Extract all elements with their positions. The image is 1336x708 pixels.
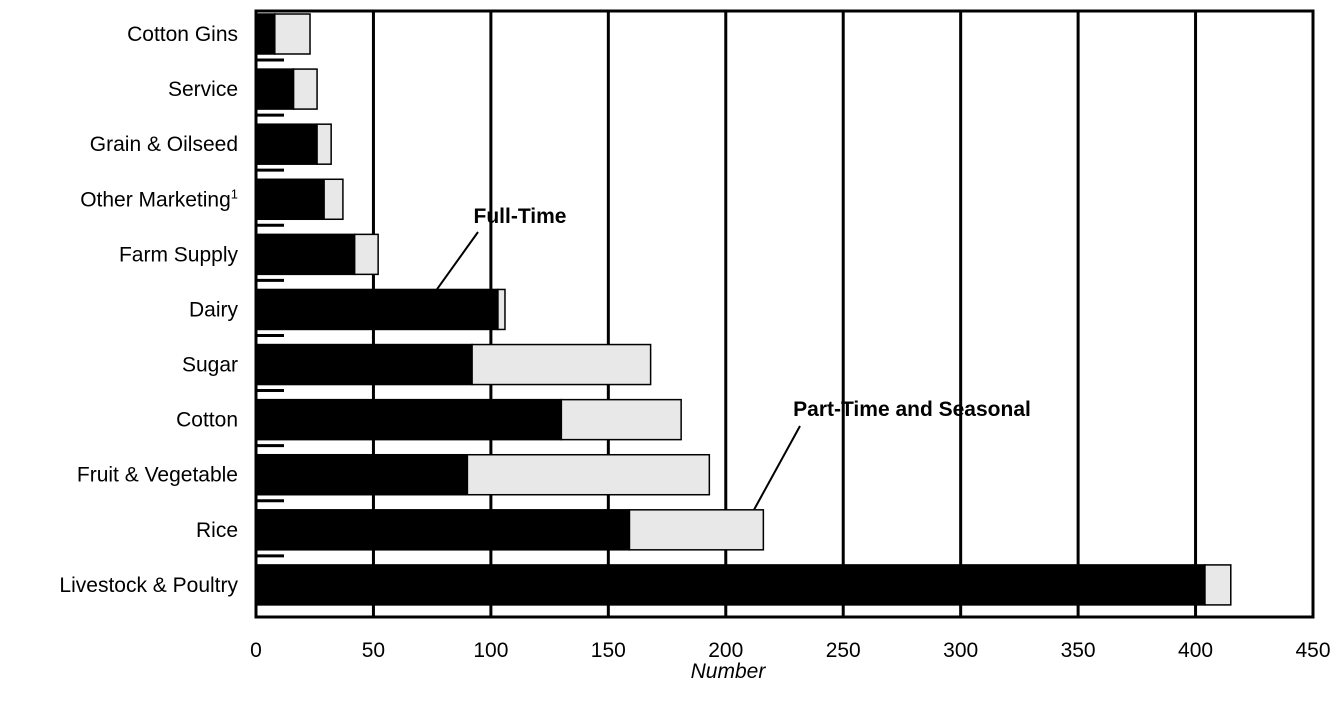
category-label-10: Livestock & Poultry [59,574,238,597]
category-label-text: Cotton Gins [127,23,238,46]
bar-dark-5 [255,288,499,331]
category-label-8: Fruit & Vegetable [77,464,238,487]
x-tick-labels: 0 50 100 150 200 250 300 350 400 450 [250,639,1330,662]
bar-dark-4 [255,233,356,276]
x-tick-label-150: 150 [591,639,626,662]
category-label-text: Sugar [182,354,238,377]
bars [255,13,1232,606]
annotations: Full-Time Part-Time and Seasonal [436,205,1031,511]
bar-dark-0 [255,13,276,55]
plot-frame [254,9,1315,619]
category-label-text: Farm Supply [119,243,239,266]
bar-light-7 [560,398,682,441]
bar-light-5 [497,288,506,331]
bar-light-10 [1204,564,1232,606]
x-tick-label-300: 300 [943,639,978,662]
annotation-leader-1 [753,425,801,511]
annotation-0: Full-Time [474,205,567,228]
category-label-text: Rice [196,519,238,542]
category-label-4: Farm Supply [119,243,239,266]
bar-light-6 [471,343,652,386]
category-label-text: Other Marketing [80,188,231,211]
x-tick-label-350: 350 [1061,639,1096,662]
annotation-leader-0 [436,231,479,291]
grid-lines [371,11,1198,617]
x-tick-label-400: 400 [1178,639,1213,662]
bar-light-2 [316,123,332,165]
bar-light-9 [628,509,765,551]
category-label-0: Cotton Gins [127,23,238,46]
x-tick-label-50: 50 [362,639,385,662]
x-tick-label-450: 450 [1295,639,1330,662]
bar-dark-10 [255,564,1206,606]
category-label-1: Service [168,78,238,101]
bar-light-1 [292,68,318,110]
bar-dark-2 [255,123,318,165]
x-tick-label-100: 100 [473,639,508,662]
category-label-text: Livestock & Poultry [59,574,238,597]
category-label-7: Cotton [176,409,238,432]
category-footnote-marker: 1 [231,186,238,201]
category-label-text: Dairy [189,298,239,321]
category-labels: Cotton Gins Service Grain & Oilseed Other M… [59,23,238,597]
category-label-text: Fruit & Vegetable [77,464,238,487]
bar-light-3 [323,178,344,221]
category-label-9: Rice [196,519,238,542]
category-label-text: Service [168,78,238,101]
x-tick-label-0: 0 [250,639,262,662]
bar-light-4 [353,233,379,276]
category-label-text: Cotton [176,409,238,432]
bar-light-0 [274,13,311,55]
bar-dark-7 [255,398,563,441]
category-label-text: Grain & Oilseed [90,133,238,156]
category-label-5: Dairy [189,298,239,321]
category-label-2: Grain & Oilseed [90,133,238,156]
x-tick-label-200: 200 [708,639,743,662]
bar-light-8 [466,453,711,496]
category-label-3: Other Marketing1 [80,186,238,211]
bar-dark-3 [255,178,325,221]
bar-dark-9 [255,509,631,551]
bar-dark-8 [255,453,469,496]
category-label-6: Sugar [182,354,238,377]
x-tick-label-250: 250 [826,639,861,662]
x-axis-label: Number [691,660,767,683]
bar-dark-1 [255,68,295,110]
annotation-1: Part-Time and Seasonal [793,398,1031,421]
plot-border [254,9,1315,619]
bar-dark-6 [255,343,473,386]
